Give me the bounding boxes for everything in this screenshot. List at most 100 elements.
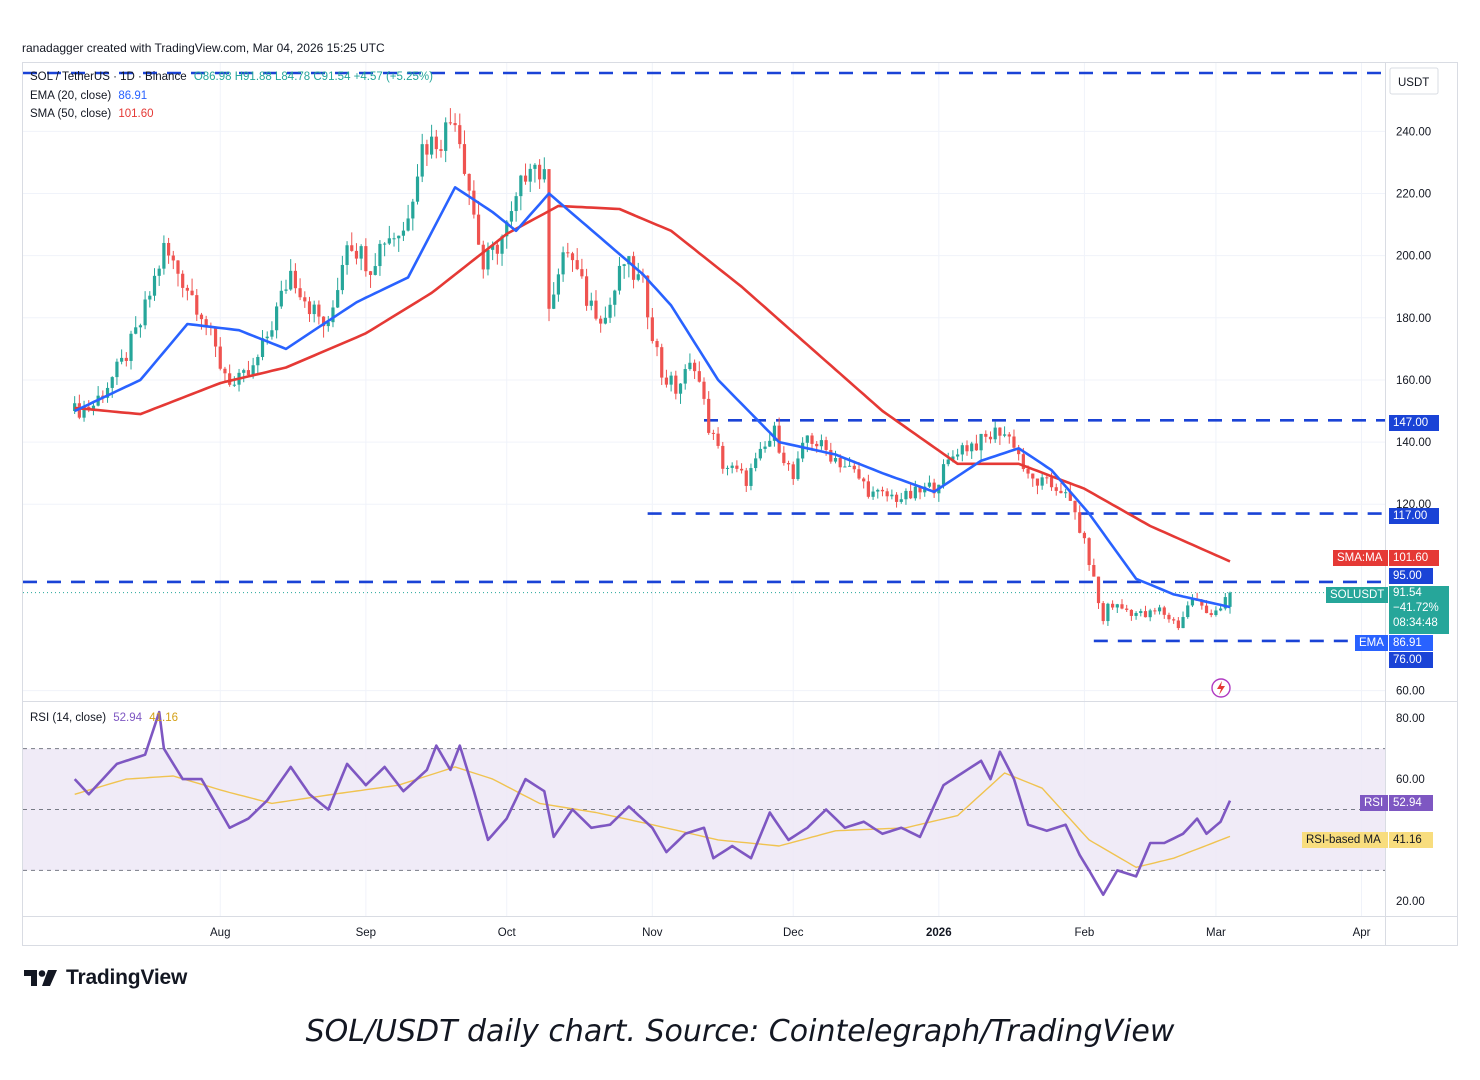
candle-body — [199, 314, 204, 320]
candle-body — [505, 221, 509, 237]
candle-body — [866, 481, 870, 497]
candle-body — [134, 327, 138, 334]
candle-body — [1111, 603, 1115, 608]
candle-body — [693, 362, 697, 372]
candle-body — [392, 238, 396, 240]
ema-name-tag: EMA — [1355, 635, 1388, 651]
candle-body — [984, 433, 988, 437]
chart-caption: SOL/USDT daily chart. Source: Cointelegr… — [305, 1014, 1175, 1049]
candle-body — [275, 306, 279, 331]
level-147-tag: 147.00 — [1389, 415, 1439, 431]
candle-body — [378, 243, 382, 267]
candle-body — [190, 290, 194, 296]
legend-ema-label: EMA (20, close) — [30, 90, 112, 102]
tradingview-logo-text: TradingView — [66, 966, 188, 989]
candle-body — [1148, 610, 1152, 618]
candle-body — [228, 373, 232, 385]
candle-body — [434, 136, 438, 150]
candle-body — [129, 333, 133, 361]
candle-body — [425, 144, 429, 155]
candle-body — [894, 494, 899, 502]
candle-body — [758, 448, 762, 459]
time-tick-label: Apr — [1353, 927, 1371, 939]
candle-body — [876, 489, 880, 492]
candle-body — [815, 443, 819, 447]
candles — [73, 108, 1232, 631]
candle-body — [594, 300, 598, 319]
candle-body — [298, 288, 302, 298]
candle-body — [467, 173, 471, 191]
legend-sma-row[interactable]: SMA (50, close) 101.60 — [30, 107, 154, 121]
legend-rsi-row[interactable]: RSI (14, close) 52.94 41.16 — [30, 711, 178, 725]
candle-body — [1176, 620, 1180, 629]
candle-body — [899, 499, 903, 502]
candle-body — [960, 445, 964, 455]
candle-body — [556, 274, 561, 295]
candle-body — [970, 443, 974, 452]
candle-body — [1101, 603, 1105, 622]
legend-ema-value: 86.91 — [118, 90, 148, 102]
candle-body — [82, 406, 86, 418]
tradingview-logo-icon — [24, 970, 57, 986]
candle-body — [1162, 607, 1166, 615]
candle-body — [340, 264, 344, 291]
candle-body — [1021, 454, 1025, 470]
candle-body — [880, 489, 885, 492]
price-tick-label: 220.00 — [1396, 189, 1431, 201]
candle-body — [157, 268, 161, 276]
time-tick-label: Sep — [356, 927, 376, 939]
candle-body — [523, 175, 528, 182]
candle-body — [1134, 613, 1138, 616]
candle-body — [373, 266, 377, 275]
candle-body — [829, 449, 833, 462]
candle-body — [890, 494, 894, 497]
candle-body — [1059, 490, 1063, 494]
candle-body — [326, 322, 330, 327]
candle-body — [1228, 592, 1232, 607]
candle-body — [871, 491, 875, 497]
candle-body — [364, 246, 368, 272]
candle-body — [843, 466, 847, 468]
candle-body — [904, 490, 908, 500]
legend-rsi-ma-value: 41.16 — [149, 712, 179, 724]
candle-body — [777, 425, 781, 453]
candle-body — [627, 256, 631, 265]
candle-body — [664, 377, 669, 385]
candle-body — [1035, 478, 1040, 486]
candle-body — [1106, 603, 1110, 622]
candle-body — [223, 368, 227, 374]
candle-body — [472, 190, 476, 215]
tradingview-logo[interactable]: TradingView — [24, 966, 187, 990]
candle-body — [321, 316, 326, 327]
candle-body — [307, 301, 312, 315]
candle-body — [481, 244, 485, 270]
candle-body — [143, 299, 147, 326]
candle-body — [711, 432, 715, 434]
candle-body — [166, 242, 171, 256]
candle-body — [87, 406, 91, 409]
candle-body — [768, 440, 772, 447]
legend-symbol[interactable]: SOL / TetherUS · 1D · Binance — [30, 71, 187, 83]
candle-body — [1181, 617, 1185, 629]
candle-body — [476, 214, 481, 245]
level-117-tag: 117.00 — [1389, 508, 1439, 524]
candle-body — [124, 357, 128, 361]
candle-body — [439, 149, 443, 151]
candle-body — [542, 169, 546, 180]
candle-body — [1167, 614, 1171, 620]
legend-ema-row[interactable]: EMA (20, close) 86.91 — [30, 89, 147, 103]
candle-body — [1120, 604, 1124, 609]
candle-body — [965, 445, 969, 452]
candle-body — [204, 319, 208, 327]
candle-body — [354, 250, 359, 259]
candle-body — [260, 338, 265, 357]
support-resistance-lines — [23, 71, 1385, 643]
candle-body — [176, 260, 180, 274]
candle-body — [566, 252, 570, 254]
candle-body — [1082, 532, 1087, 539]
candle-body — [1172, 619, 1176, 621]
candle-body — [213, 327, 218, 347]
price-tick-label: 160.00 — [1396, 375, 1431, 387]
candle-body — [444, 122, 448, 151]
